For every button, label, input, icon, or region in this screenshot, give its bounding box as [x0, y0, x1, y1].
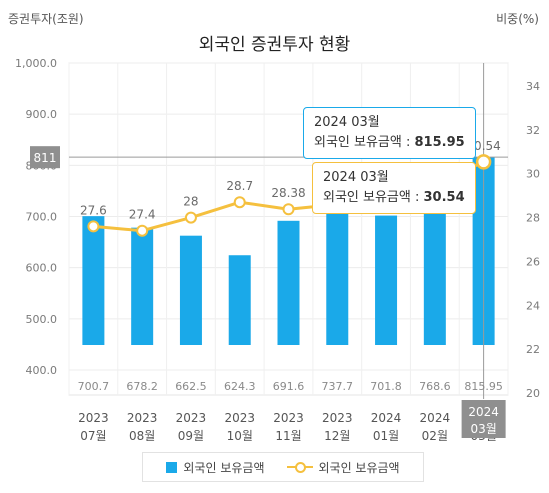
y-left-tick-label: 500.0	[26, 313, 58, 326]
crosshair-y-label: 811	[34, 151, 57, 165]
bar	[277, 220, 300, 345]
bar	[375, 215, 398, 345]
crosshair-x-month: 03월	[470, 422, 496, 436]
x-tick-month: 01월	[373, 429, 399, 443]
legend-item-bar[interactable]: 외국인 보유금액	[166, 459, 265, 476]
crosshair-x-badge	[461, 400, 506, 438]
y-left-tick-label: 1,000.0	[15, 57, 57, 70]
bar-value-label: 737.7	[322, 380, 354, 393]
line-value-label: 28.7	[226, 179, 253, 193]
unit-left: 증권투자(조원)	[8, 12, 84, 26]
bar-value-label: 624.3	[224, 380, 256, 393]
x-tick-month: 10월	[227, 429, 253, 443]
line-point	[184, 211, 197, 224]
bar	[326, 197, 349, 345]
y-left-tick-label: 400.0	[26, 364, 58, 377]
y-right-tick-label: 22	[526, 343, 540, 356]
legend-line-label: 외국인 보유금액	[318, 460, 400, 475]
x-tick-year: 2024	[371, 411, 402, 425]
y-right-tick-label: 34	[526, 80, 540, 93]
crosshair-y-badge	[30, 146, 60, 169]
tooltip-bar-number: 815.95	[414, 135, 465, 150]
tooltip-bar-value: 2024 03월 외국인 보유금액 : 815.95	[303, 107, 476, 159]
x-tick-year: 2023	[78, 411, 109, 425]
legend-bar-label: 외국인 보유금액	[183, 460, 265, 475]
bar-value-label: 662.5	[175, 380, 207, 393]
bar-value-label: 700.7	[78, 380, 110, 393]
bar	[228, 255, 251, 345]
line-value-label: 27.6	[80, 203, 107, 217]
y-right-tick-label: 32	[526, 124, 540, 137]
bar-value-label: 815.95	[464, 380, 503, 393]
crosshair-x-year: 2024	[468, 405, 499, 419]
x-tick-year: 2023	[322, 411, 353, 425]
x-tick-month: 07월	[80, 429, 106, 443]
bar-value-label: 701.8	[370, 380, 402, 393]
y-left-tick-label: 900.0	[26, 108, 58, 121]
chart-title: 외국인 증권투자 현황	[198, 35, 351, 55]
x-tick-year: 2023	[273, 411, 304, 425]
y-left-tick-label: 700.0	[26, 211, 58, 224]
tooltip-line-number: 30.54	[423, 190, 465, 205]
line-point	[475, 154, 492, 170]
y-right-tick-label: 24	[526, 299, 540, 312]
bar-value-label: 678.2	[126, 380, 158, 393]
line-value-label: 28	[183, 195, 198, 209]
tooltip-bar-label: 외국인 보유금액 :	[314, 135, 415, 150]
y-right-tick-label: 30	[526, 168, 540, 181]
x-tick-year: 2024	[420, 411, 451, 425]
x-tick-month: 02월	[422, 429, 448, 443]
legend-bar-swatch-icon	[166, 461, 178, 473]
bar-value-label: 691.6	[273, 380, 305, 393]
line-point	[282, 203, 295, 216]
bar	[82, 216, 105, 345]
line-value-label: 28.38	[271, 186, 305, 200]
legend-item-line[interactable]: 외국인 보유금액	[286, 459, 400, 476]
x-tick-month: 11월	[275, 429, 301, 443]
line-value-label: 27.4	[129, 208, 156, 222]
bar	[131, 227, 154, 345]
legend-line-marker-icon	[286, 461, 313, 473]
line-point	[233, 196, 246, 209]
x-tick-month: 12월	[324, 429, 350, 443]
x-tick-month: 08월	[129, 429, 155, 443]
x-tick-month: 09월	[178, 429, 204, 443]
bar-value-label: 768.6	[419, 380, 451, 393]
unit-right: 비중(%)	[496, 12, 539, 26]
bar	[179, 235, 202, 345]
y-right-tick-label: 28	[526, 212, 540, 225]
bar	[423, 181, 446, 345]
tooltip-line-line: 외국인 보유금액 : 30.54	[323, 188, 465, 208]
y-right-tick-label: 26	[526, 255, 540, 268]
x-tick-year: 2023	[127, 411, 158, 425]
line-point	[136, 224, 149, 237]
line-point	[87, 220, 100, 233]
tooltip-line-label: 외국인 보유금액 :	[323, 190, 424, 205]
y-right-tick-label: 20	[526, 387, 540, 400]
legend: 외국인 보유금액 외국인 보유금액	[142, 452, 424, 482]
x-tick-year: 2023	[224, 411, 255, 425]
x-tick-year: 2023	[176, 411, 207, 425]
tooltip-bar-line: 외국인 보유금액 : 815.95	[314, 133, 465, 153]
tooltip-line-value: 2024 03월 외국인 보유금액 : 30.54	[312, 162, 476, 214]
tooltip-line-period: 2024 03월	[323, 170, 389, 185]
tooltip-bar-period: 2024 03월	[314, 115, 380, 130]
y-left-tick-label: 600.0	[26, 262, 58, 275]
